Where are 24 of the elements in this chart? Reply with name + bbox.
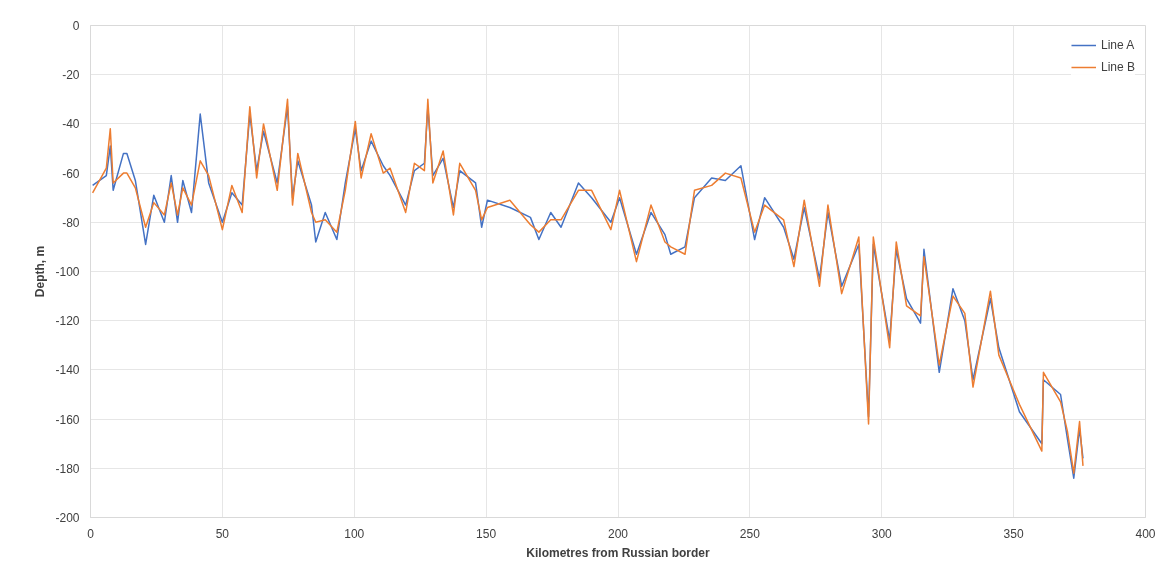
y-tick-label: -40: [62, 117, 80, 132]
y-tick-label: -100: [55, 265, 80, 279]
x-tick-label: 250: [739, 526, 761, 541]
x-tick-label: 0: [87, 526, 95, 541]
x-tick-label: 350: [1003, 526, 1024, 541]
y-tick-label: -120: [55, 314, 80, 329]
x-tick-label: 200: [607, 526, 629, 541]
legend-label: Line A: [1100, 38, 1135, 52]
x-tick-label: 50: [215, 526, 230, 541]
x-tick-label: 300: [871, 526, 893, 541]
x-tick-label: 150: [476, 526, 497, 541]
x-tick-label: 100: [344, 526, 365, 541]
y-tick-label: -80: [62, 215, 80, 230]
x-tick-label: 400: [1135, 526, 1156, 541]
y-tick-label: -200: [55, 511, 80, 525]
legend-label: Line B: [1100, 60, 1135, 74]
y-tick-label: -160: [55, 412, 80, 427]
x-axis-title: Kilometres from Russian border: [526, 545, 711, 560]
y-tick-label: -60: [62, 166, 80, 181]
y-tick-label: -20: [62, 68, 80, 83]
y-tick-label: 0: [72, 19, 80, 33]
y-tick-label: -180: [55, 461, 80, 476]
y-tick-label: -140: [55, 363, 80, 378]
y-axis-title: Depth, m: [33, 245, 48, 298]
